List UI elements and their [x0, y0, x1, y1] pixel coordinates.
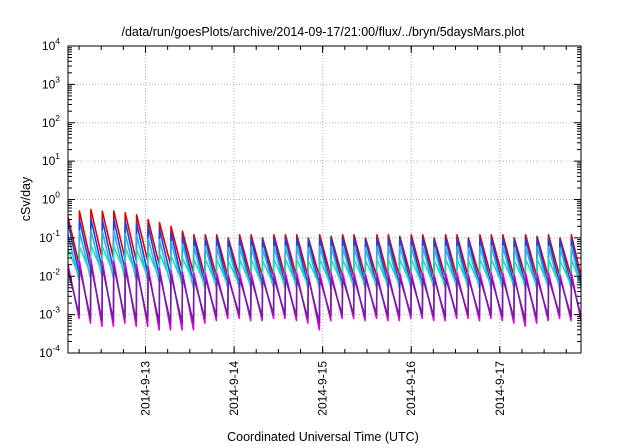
y-tick-label: 10-1 — [39, 228, 60, 245]
x-tick-label: 2014-9-13 — [139, 361, 153, 416]
x-tick-label: 2014-9-14 — [227, 361, 241, 416]
x-tick-label: 2014-9-17 — [493, 361, 507, 416]
y-tick-labels: 10-4 10-3 10-2 10-1 100 101 102 103 104 — [39, 36, 60, 360]
y-tick-label: 10-4 — [39, 343, 60, 360]
y-tick-label: 101 — [42, 151, 60, 168]
x-axis-label: Coordinated Universal Time (UTC) — [227, 430, 419, 444]
series-line-4 — [67, 244, 582, 286]
x-tick-labels: 2014-9-13 2014-9-14 2014-9-15 2014-9-16 2014… — [139, 361, 507, 416]
plot-series — [67, 208, 582, 331]
series-line-6 — [67, 263, 582, 324]
x-tick-label: 2014-9-16 — [404, 361, 418, 416]
y-tick-label: 102 — [42, 113, 60, 130]
x-tick-label: 2014-9-15 — [316, 361, 330, 416]
y-tick-label: 103 — [42, 74, 60, 91]
series-line-1 — [67, 208, 582, 278]
y-tick-label: 10-2 — [39, 266, 60, 283]
chart-title: /data/run/goesPlots/archive/2014-09-17/2… — [121, 25, 525, 39]
y-tick-label: 104 — [42, 36, 60, 53]
series-line-2 — [67, 217, 582, 286]
y-tick-label: 10-3 — [39, 305, 60, 322]
y-tick-label: 100 — [42, 190, 60, 207]
y-axis-label: cSv/day — [19, 176, 33, 221]
axis-ticks — [68, 45, 581, 354]
